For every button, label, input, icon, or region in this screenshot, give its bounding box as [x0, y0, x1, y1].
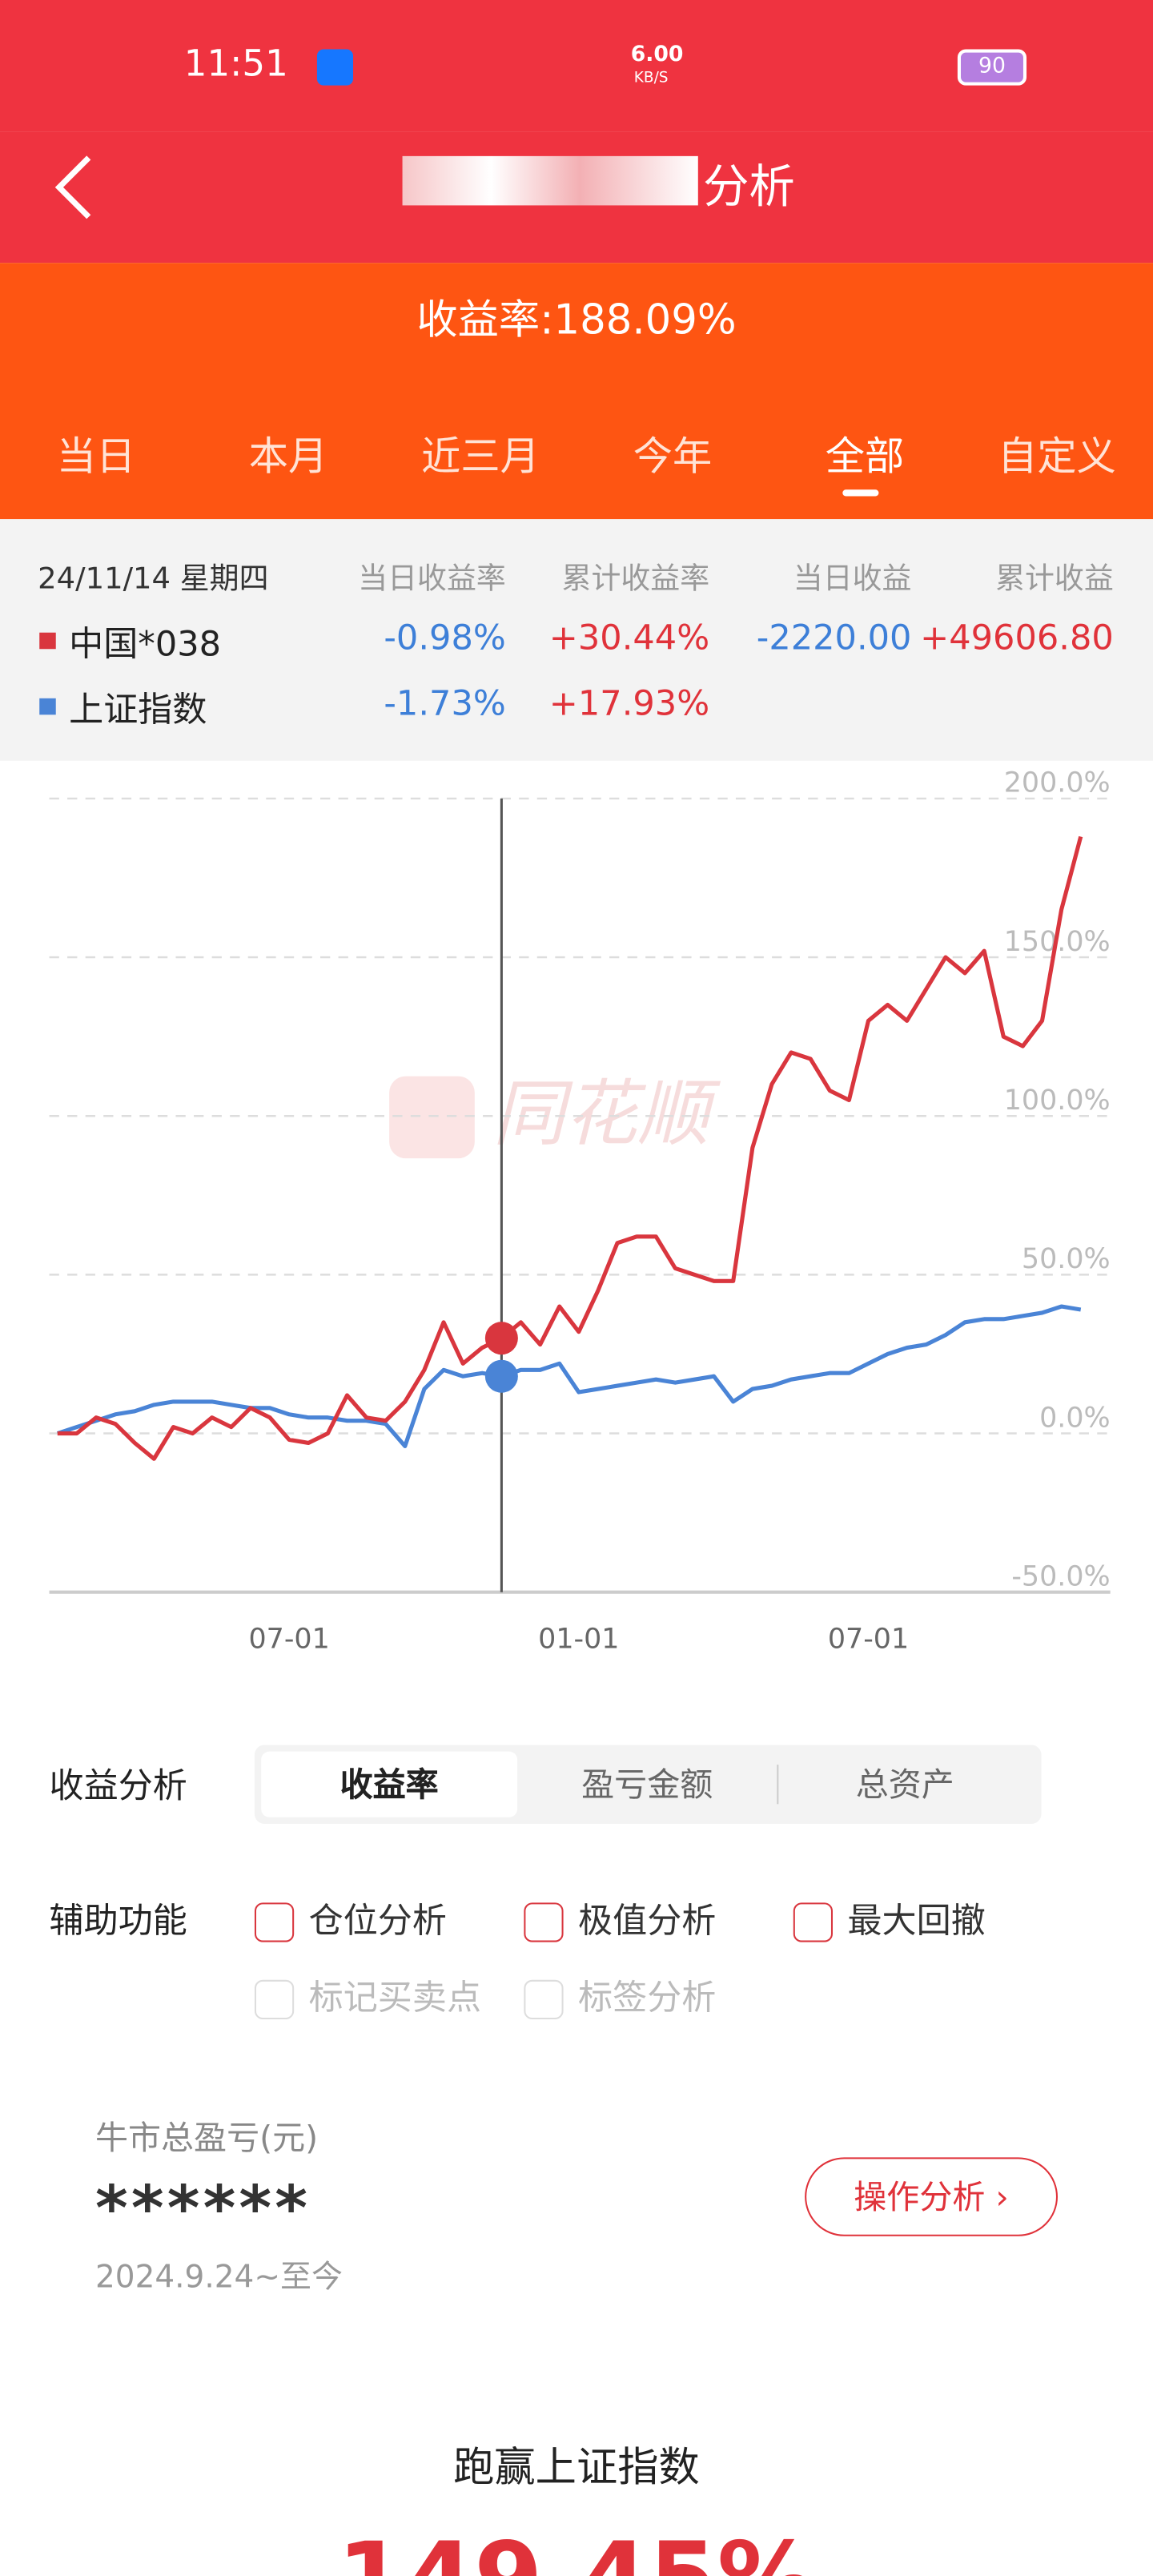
y-tick-label: 100.0% — [1004, 1085, 1111, 1117]
checkbox-box — [254, 1979, 295, 2020]
header: 分析 — [0, 131, 1153, 264]
card-period: 2024.9.24~至今 — [94, 2259, 343, 2296]
x-tick-label: 07-01 — [828, 1623, 909, 1655]
series-line — [56, 1304, 1082, 1448]
column-header: 累计收益率 — [561, 561, 710, 597]
watermark: 同花顺 — [492, 1073, 721, 1157]
back-button[interactable] — [50, 151, 99, 223]
series-line — [57, 835, 1083, 1461]
checkbox[interactable]: 极值分析 — [524, 1894, 716, 1944]
series-name: 中国*038 — [69, 624, 222, 664]
checkbox-box — [524, 1979, 564, 2020]
summary-cell: +17.93% — [548, 683, 710, 723]
column-header: 当日收益率 — [358, 561, 506, 597]
checkbox-label: 仓位分析 — [308, 1901, 447, 1941]
tab[interactable]: 全部 — [825, 433, 905, 480]
crosshair-point — [484, 1322, 518, 1355]
app-icon — [316, 49, 354, 86]
tab[interactable]: 近三月 — [421, 433, 540, 480]
tab[interactable]: 今年 — [633, 433, 713, 480]
y-tick-label: 200.0% — [1004, 767, 1111, 799]
card-label: 牛市总盈亏(元) — [94, 2118, 319, 2158]
segment[interactable]: 总资产 — [855, 1765, 954, 1805]
outperform-value: 149.45% — [0, 2522, 1153, 2576]
summary-cell: +30.44% — [548, 618, 710, 658]
analyze-button[interactable]: 操作分析 › — [805, 2157, 1059, 2236]
time: 11:51 — [183, 44, 288, 86]
net-unit: KB/S — [633, 70, 669, 87]
y-tick-label: -50.0% — [1011, 1560, 1110, 1592]
tab-band: 收益率:188.09% 当日 本月 近三月 今年 全部 自定义 — [0, 263, 1153, 520]
button-text: 操作分析 — [854, 2176, 986, 2217]
page-title: 分析 — [702, 159, 795, 214]
column-header: 当日收益 — [793, 561, 912, 597]
summary-cell: +49606.80 — [920, 618, 1114, 658]
series-name: 上证指数 — [69, 690, 207, 730]
blurred-title — [402, 155, 698, 206]
segment[interactable]: 盈亏金额 — [581, 1765, 713, 1805]
checkbox-box — [254, 1902, 295, 1942]
tab-indicator — [842, 489, 879, 497]
summary-cell: -0.98% — [384, 618, 506, 658]
checkbox-label: 最大回撤 — [847, 1901, 986, 1941]
battery: 90 — [957, 49, 1027, 86]
legend-swatch — [39, 632, 56, 650]
checkbox: 标记买卖点 — [254, 1972, 482, 2022]
net-speed: 6.00 — [630, 42, 684, 68]
chart: 同花顺-50.0%0.0%50.0%100.0%150.0%200.0%07-0… — [49, 767, 1111, 1655]
summary: 24/11/14 星期四 当日收益率 累计收益率 当日收益 累计收益中国*038 -0.… — [0, 519, 1153, 761]
legend-swatch — [39, 698, 56, 715]
summary-cell: -1.73% — [384, 683, 506, 723]
watermark-logo — [389, 1076, 475, 1159]
analysis-label: 收益分析 — [49, 1766, 187, 1806]
checkbox-box — [524, 1902, 564, 1942]
segment-divider — [777, 1765, 779, 1805]
summary-cell: -2220.00 — [756, 618, 912, 658]
tab[interactable]: 本月 — [248, 433, 328, 480]
status-bar: 11:51 6.00 KB/S 90 — [0, 0, 1153, 132]
y-tick-label: 0.0% — [1039, 1402, 1111, 1434]
checkbox-box — [793, 1902, 833, 1942]
crosshair-point — [484, 1359, 518, 1393]
checkbox[interactable]: 最大回撤 — [793, 1894, 986, 1944]
x-tick-label: 01-01 — [538, 1623, 619, 1655]
segment[interactable]: 收益率 — [261, 1751, 518, 1817]
tab[interactable]: 当日 — [56, 433, 136, 480]
card-value: ****** — [94, 2171, 311, 2245]
checkbox-label: 标记买卖点 — [308, 1978, 482, 2018]
column-header: 累计收益 — [995, 561, 1114, 597]
tab[interactable]: 自定义 — [998, 433, 1116, 480]
return-rate: 收益率:188.09% — [416, 296, 737, 344]
checkbox-label: 极值分析 — [578, 1901, 717, 1941]
checkbox[interactable]: 仓位分析 — [254, 1894, 447, 1944]
aux-label: 辅助功能 — [49, 1901, 187, 1941]
checkbox: 标签分析 — [524, 1972, 716, 2022]
y-tick-label: 50.0% — [1022, 1243, 1111, 1275]
date: 24/11/14 星期四 — [38, 561, 269, 597]
x-tick-label: 07-01 — [248, 1623, 329, 1655]
outperform-label: 跑赢上证指数 — [453, 2443, 700, 2491]
checkbox-label: 标签分析 — [578, 1978, 717, 2018]
